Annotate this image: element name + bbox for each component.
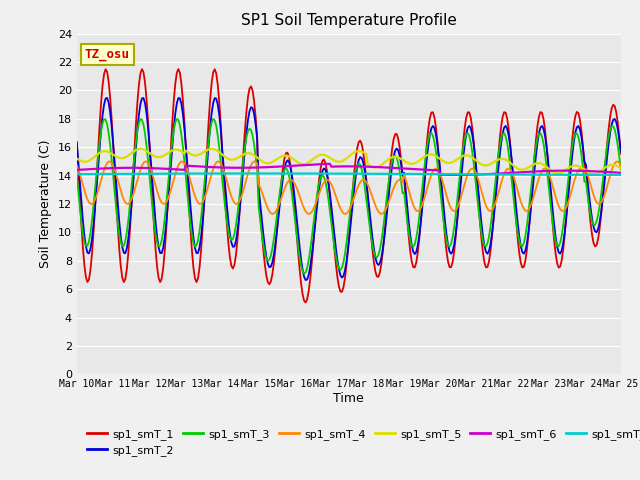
Line: sp1_smT_3: sp1_smT_3 xyxy=(77,119,621,274)
sp1_smT_3 xyxy=(140,122,147,128)
sp1_smT_1 xyxy=(175,66,182,72)
sp1_smT_3 xyxy=(255,204,262,209)
sp1_smT_2 xyxy=(237,199,244,204)
sp1_smT_4 xyxy=(264,205,271,211)
Line: sp1_smT_4: sp1_smT_4 xyxy=(77,161,621,214)
sp1_smT_1 xyxy=(617,151,625,156)
sp1_smT_3 xyxy=(237,184,244,190)
sp1_smT_1 xyxy=(302,300,310,305)
sp1_smT_4 xyxy=(617,163,625,168)
Line: sp1_smT_7: sp1_smT_7 xyxy=(77,173,621,175)
sp1_smT_6 xyxy=(262,164,270,170)
sp1_smT_2 xyxy=(302,277,310,283)
sp1_smT_6 xyxy=(73,167,81,173)
sp1_smT_4 xyxy=(140,160,147,166)
sp1_smT_7 xyxy=(235,170,243,176)
sp1_smT_3 xyxy=(300,271,308,276)
Line: sp1_smT_2: sp1_smT_2 xyxy=(77,98,621,280)
sp1_smT_4 xyxy=(73,163,81,168)
sp1_smT_5 xyxy=(141,147,149,153)
sp1_smT_5 xyxy=(136,146,144,152)
Line: sp1_smT_5: sp1_smT_5 xyxy=(77,149,621,174)
sp1_smT_5 xyxy=(588,171,596,177)
sp1_smT_3 xyxy=(589,222,597,228)
sp1_smT_7 xyxy=(140,171,147,177)
sp1_smT_5 xyxy=(237,153,244,159)
sp1_smT_6 xyxy=(617,170,625,176)
Y-axis label: Soil Temperature (C): Soil Temperature (C) xyxy=(39,140,52,268)
sp1_smT_5 xyxy=(264,160,271,166)
sp1_smT_6 xyxy=(311,162,319,168)
sp1_smT_4 xyxy=(589,192,597,198)
sp1_smT_4 xyxy=(378,211,385,217)
sp1_smT_5 xyxy=(589,171,597,177)
Line: sp1_smT_1: sp1_smT_1 xyxy=(77,69,621,302)
sp1_smT_6 xyxy=(140,165,147,171)
sp1_smT_1 xyxy=(264,279,271,285)
sp1_smT_1 xyxy=(589,240,597,246)
Title: SP1 Soil Temperature Profile: SP1 Soil Temperature Profile xyxy=(241,13,457,28)
sp1_smT_6 xyxy=(326,161,333,167)
sp1_smT_1 xyxy=(255,190,262,196)
sp1_smT_1 xyxy=(73,140,81,145)
sp1_smT_2 xyxy=(617,148,625,154)
sp1_smT_2 xyxy=(589,224,597,229)
sp1_smT_2 xyxy=(314,197,321,203)
sp1_smT_3 xyxy=(173,116,180,122)
sp1_smT_3 xyxy=(314,188,321,193)
sp1_smT_1 xyxy=(237,195,244,201)
Text: TZ_osu: TZ_osu xyxy=(85,48,130,61)
sp1_smT_7 xyxy=(617,172,625,178)
sp1_smT_4 xyxy=(312,199,320,205)
sp1_smT_4 xyxy=(250,158,258,164)
Legend: sp1_smT_1, sp1_smT_2, sp1_smT_3, sp1_smT_4, sp1_smT_5, sp1_smT_6, sp1_smT_7: sp1_smT_1, sp1_smT_2, sp1_smT_3, sp1_smT… xyxy=(83,424,640,460)
sp1_smT_3 xyxy=(617,167,625,172)
sp1_smT_2 xyxy=(73,140,81,145)
sp1_smT_4 xyxy=(255,181,262,187)
sp1_smT_3 xyxy=(264,258,271,264)
sp1_smT_2 xyxy=(264,261,271,266)
sp1_smT_7 xyxy=(264,170,271,176)
sp1_smT_2 xyxy=(141,100,149,106)
sp1_smT_1 xyxy=(314,190,321,195)
sp1_smT_5 xyxy=(73,156,81,161)
sp1_smT_5 xyxy=(255,156,262,162)
sp1_smT_2 xyxy=(103,95,111,101)
sp1_smT_6 xyxy=(453,172,461,178)
sp1_smT_5 xyxy=(312,154,320,160)
sp1_smT_6 xyxy=(235,165,243,171)
sp1_smT_3 xyxy=(73,172,81,178)
sp1_smT_6 xyxy=(589,168,597,174)
sp1_smT_4 xyxy=(235,199,243,205)
sp1_smT_7 xyxy=(73,171,81,177)
sp1_smT_7 xyxy=(253,170,261,176)
X-axis label: Time: Time xyxy=(333,392,364,405)
Line: sp1_smT_6: sp1_smT_6 xyxy=(77,164,621,175)
sp1_smT_5 xyxy=(617,166,625,171)
sp1_smT_7 xyxy=(312,171,320,177)
sp1_smT_7 xyxy=(588,172,596,178)
sp1_smT_6 xyxy=(253,165,261,170)
sp1_smT_7 xyxy=(255,170,262,176)
sp1_smT_1 xyxy=(140,69,147,75)
sp1_smT_2 xyxy=(255,185,262,191)
